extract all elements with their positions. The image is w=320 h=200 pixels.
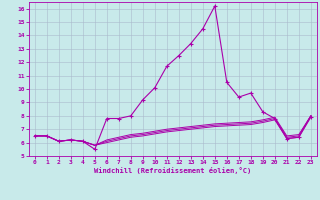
X-axis label: Windchill (Refroidissement éolien,°C): Windchill (Refroidissement éolien,°C) [94,167,252,174]
